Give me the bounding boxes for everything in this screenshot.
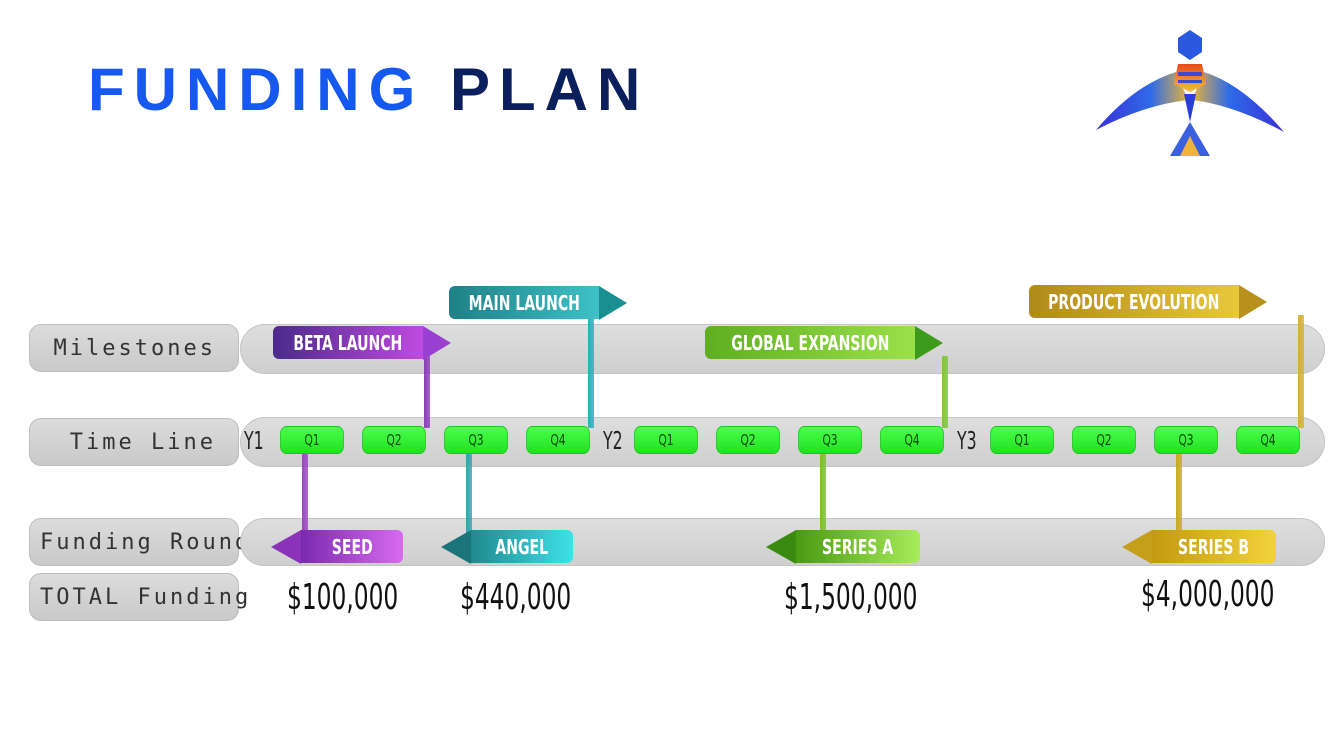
milestone-flag: GLOBAL EXPANSION bbox=[705, 325, 943, 360]
milestone-label: GLOBAL EXPANSION bbox=[730, 330, 890, 355]
flag-arrow-icon bbox=[599, 285, 627, 320]
milestone-flag: BETA LAUNCH bbox=[273, 325, 451, 360]
quarter-y3-q3: Q3 bbox=[1154, 426, 1218, 454]
quarter-y2-q1: Q1 bbox=[634, 426, 698, 454]
flag-arrow-icon bbox=[441, 529, 471, 564]
flag-arrow-icon bbox=[423, 325, 451, 360]
funding-round-flag: SERIES A bbox=[766, 529, 920, 564]
quarter-y1-q3: Q3 bbox=[444, 426, 508, 454]
funding-connector bbox=[466, 454, 472, 534]
flag-arrow-icon bbox=[766, 529, 796, 564]
funding-round-label: ANGEL bbox=[495, 534, 549, 559]
quarter-y3-q1: Q1 bbox=[990, 426, 1054, 454]
milestone-connector bbox=[424, 356, 430, 428]
flag-arrow-icon bbox=[1239, 284, 1267, 319]
funding-round-label: SERIES B bbox=[1178, 534, 1250, 559]
total-funding-amount: $1,500,000 bbox=[784, 577, 918, 618]
year-label-y2: Y2 bbox=[603, 426, 623, 455]
milestone-connector bbox=[942, 356, 948, 428]
row-label-total-funding: TOTAL Funding bbox=[29, 573, 248, 621]
row-label-funding-round: Funding Round bbox=[29, 518, 248, 566]
funding-round-label: SERIES A bbox=[822, 534, 894, 559]
milestone-label: PRODUCT EVOLUTION bbox=[1048, 289, 1220, 314]
milestone-connector bbox=[588, 316, 594, 428]
row-label-milestones: Milestones bbox=[29, 324, 239, 372]
title-plan: PLAN bbox=[449, 56, 650, 123]
quarter-y3-q2: Q2 bbox=[1072, 426, 1136, 454]
total-funding-amount: $440,000 bbox=[460, 577, 572, 618]
page-title: FUNDING PLAN bbox=[88, 58, 649, 122]
year-label-y1: Y1 bbox=[244, 426, 264, 455]
funding-connector bbox=[302, 454, 308, 534]
quarter-y1-q4: Q4 bbox=[526, 426, 590, 454]
quarter-y2-q4: Q4 bbox=[880, 426, 944, 454]
quarter-y1-q1: Q1 bbox=[280, 426, 344, 454]
quarter-y2-q3: Q3 bbox=[798, 426, 862, 454]
quarter-y2-q2: Q2 bbox=[716, 426, 780, 454]
funding-round-flag: SERIES B bbox=[1122, 529, 1276, 564]
quarter-y1-q2: Q2 bbox=[362, 426, 426, 454]
quarter-y3-q4: Q4 bbox=[1236, 426, 1300, 454]
bird-logo-icon bbox=[1096, 30, 1284, 156]
year-label-y3: Y3 bbox=[957, 426, 977, 455]
title-funding: FUNDING bbox=[88, 56, 425, 123]
total-funding-amount: $100,000 bbox=[287, 577, 399, 618]
row-label-timeline: Time Line bbox=[29, 418, 239, 466]
milestone-flag: PRODUCT EVOLUTION bbox=[1029, 284, 1267, 319]
funding-connector bbox=[820, 454, 826, 534]
funding-round-flag: SEED bbox=[271, 529, 403, 564]
funding-round-label: SEED bbox=[331, 534, 373, 559]
funding-round-flag: ANGEL bbox=[441, 529, 573, 564]
milestone-flag: MAIN LAUNCH bbox=[449, 285, 627, 320]
funding-connector bbox=[1176, 454, 1182, 534]
total-funding-amount: $4,000,000 bbox=[1141, 574, 1275, 615]
flag-arrow-icon bbox=[915, 325, 943, 360]
milestone-label: BETA LAUNCH bbox=[293, 330, 403, 355]
milestone-label: MAIN LAUNCH bbox=[468, 290, 580, 315]
flag-arrow-icon bbox=[1122, 529, 1152, 564]
milestone-connector bbox=[1298, 315, 1304, 428]
flag-arrow-icon bbox=[271, 529, 301, 564]
